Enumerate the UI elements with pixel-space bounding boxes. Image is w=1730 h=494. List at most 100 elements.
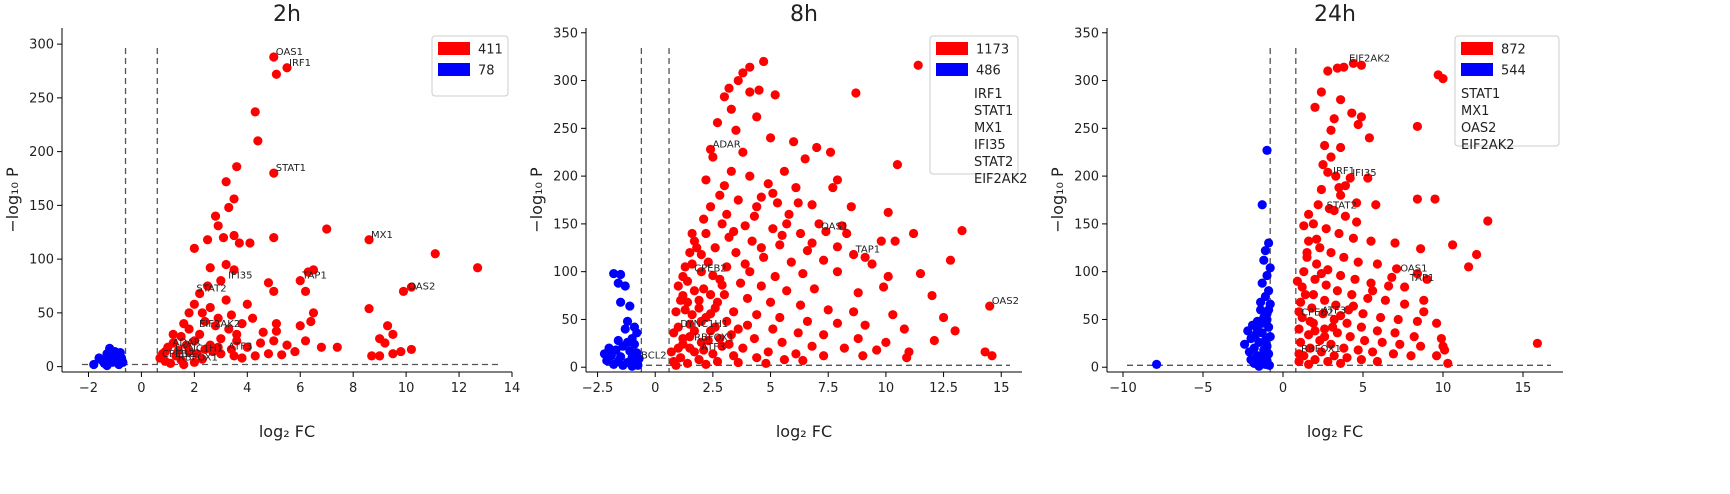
data-point — [671, 307, 681, 317]
legend-gene: STAT1 — [974, 104, 1013, 119]
data-point — [1265, 263, 1275, 273]
data-point — [738, 343, 748, 353]
gene-label: ATF3 — [228, 342, 252, 353]
y-tick-label: 50 — [561, 313, 578, 328]
data-point — [696, 337, 706, 347]
gene-label: EIF2AK2 — [1349, 53, 1390, 64]
data-point — [224, 324, 234, 334]
data-point — [1262, 145, 1272, 155]
data-point — [1152, 359, 1162, 369]
gene-label: STAT2 — [196, 284, 226, 295]
x-tick-label: 12.5 — [929, 381, 958, 396]
legend-label: 486 — [976, 64, 1001, 79]
legend-label: 544 — [1501, 64, 1526, 79]
data-point — [775, 312, 785, 323]
data-point — [1316, 268, 1326, 279]
data-point — [247, 313, 258, 323]
data-point — [779, 166, 789, 176]
data-point — [772, 198, 783, 208]
data-point — [722, 209, 732, 219]
data-point — [1483, 216, 1493, 226]
data-point — [724, 339, 734, 349]
data-point — [915, 268, 926, 279]
data-point — [189, 336, 199, 346]
data-point — [613, 278, 623, 288]
data-point — [1342, 318, 1352, 328]
data-point — [179, 319, 189, 329]
data-point — [1432, 351, 1442, 361]
data-point — [1323, 356, 1333, 367]
data-point — [1366, 236, 1376, 246]
data-point — [1264, 238, 1274, 248]
data-point — [1392, 264, 1402, 274]
data-point — [899, 324, 909, 334]
data-point — [1313, 200, 1323, 210]
data-point — [671, 360, 681, 370]
data-point — [160, 346, 170, 357]
data-point — [1294, 349, 1304, 359]
y-tick-label: 200 — [553, 170, 578, 185]
data-point — [692, 243, 702, 253]
data-point — [694, 303, 704, 313]
data-point — [218, 233, 229, 243]
data-point — [189, 243, 199, 253]
data-point — [715, 333, 725, 344]
legend-gene: IRF1 — [974, 87, 1003, 102]
data-point — [1400, 282, 1410, 292]
data-point — [1310, 354, 1320, 365]
gene-label: ATF3 — [1322, 306, 1346, 317]
data-point — [1264, 305, 1274, 315]
y-tick-label: 150 — [1074, 217, 1099, 232]
data-point — [666, 347, 676, 357]
data-point — [1342, 353, 1352, 363]
gene-label: ADAR — [713, 139, 741, 150]
data-point — [1348, 301, 1358, 311]
data-point — [927, 290, 937, 301]
data-point — [1316, 87, 1326, 97]
panel-1: 8h ADAR OAS1 TAP1 OAS2 CPEB2 DYNC1H1 RBFOX1ATF3… — [527, 2, 1028, 441]
data-point — [740, 259, 750, 269]
data-point — [878, 282, 889, 292]
data-point — [802, 316, 813, 326]
data-point — [853, 333, 863, 344]
series-1 — [1152, 145, 1275, 371]
data-point — [687, 228, 697, 239]
data-point — [1294, 356, 1304, 367]
data-point — [629, 339, 640, 349]
data-point — [1377, 337, 1387, 347]
gene-label: OAS1 — [821, 222, 848, 233]
data-point — [745, 62, 755, 72]
data-point — [694, 295, 704, 305]
series-1 — [89, 343, 128, 371]
data-point — [669, 328, 679, 338]
data-point — [756, 281, 766, 291]
data-point — [388, 349, 398, 359]
series-1 — [599, 268, 644, 371]
data-point — [703, 257, 713, 267]
data-point — [786, 257, 796, 267]
data-point — [719, 290, 730, 300]
legend-label: 1173 — [976, 43, 1009, 58]
data-point — [205, 340, 215, 350]
data-point — [1356, 60, 1366, 70]
data-point — [221, 259, 231, 270]
data-point — [173, 345, 184, 356]
data-point — [752, 112, 762, 122]
data-point — [1368, 347, 1378, 357]
data-point — [1353, 345, 1363, 355]
data-point — [282, 63, 292, 73]
data-point — [195, 329, 205, 339]
data-point — [184, 308, 194, 318]
data-point — [1353, 257, 1363, 267]
gene-label: TAP1 — [855, 244, 881, 255]
data-point — [1384, 281, 1394, 291]
y-tick-label: 250 — [29, 91, 54, 106]
data-point — [908, 228, 919, 239]
data-point — [699, 214, 709, 224]
data-point — [165, 358, 176, 368]
data-point — [1240, 339, 1250, 349]
data-point — [738, 147, 748, 157]
legend-gene: OAS2 — [1461, 121, 1496, 136]
data-point — [860, 320, 870, 330]
data-point — [1416, 341, 1426, 351]
